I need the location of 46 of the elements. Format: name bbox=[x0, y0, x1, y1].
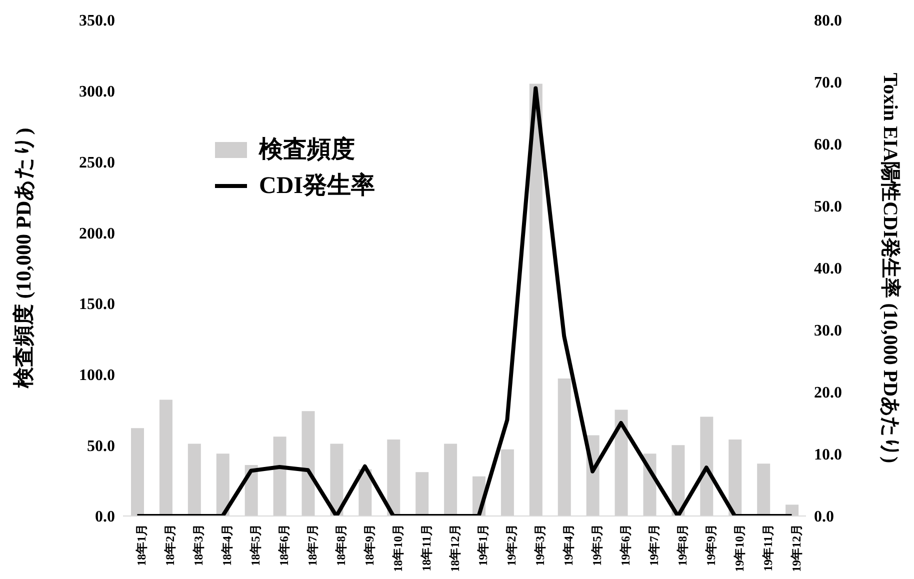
line-series bbox=[135, 86, 794, 516]
y2-tick-label: 10.0 bbox=[814, 446, 842, 464]
y2-tick-label: 40.0 bbox=[814, 260, 842, 278]
x-tick-label: 18年11月 bbox=[419, 524, 434, 572]
x-tick-label: 18年2月 bbox=[163, 524, 178, 566]
x-tick-label: 19年5月 bbox=[590, 524, 604, 566]
y2-tick-label: 60.0 bbox=[814, 136, 842, 154]
x-tick-label: 18年4月 bbox=[220, 524, 234, 566]
x-tick-label: 19年8月 bbox=[675, 524, 690, 566]
x-tick-label: 19年10月 bbox=[732, 524, 746, 572]
x-tick-label: 18年1月 bbox=[134, 524, 149, 566]
x-tick-label: 19年12月 bbox=[789, 524, 804, 572]
y-tick-label: 0.0 bbox=[95, 508, 115, 526]
y2-tick-label: 70.0 bbox=[814, 74, 842, 92]
y-tick-label: 250.0 bbox=[79, 154, 115, 172]
x-tick-label: 18年10月 bbox=[390, 524, 405, 572]
y2-tick-label: 30.0 bbox=[814, 322, 842, 340]
y2-tick-label: 50.0 bbox=[814, 198, 842, 216]
x-tick-label: 18年9月 bbox=[362, 524, 376, 566]
legend-label: 検査頻度 bbox=[259, 135, 355, 165]
y-tick-label: 100.0 bbox=[79, 366, 115, 384]
y-tick-label: 300.0 bbox=[79, 84, 115, 101]
x-tick-label: 19年2月 bbox=[504, 524, 519, 566]
y2-tick-label: 80.0 bbox=[814, 12, 842, 30]
x-tick-label: 18年6月 bbox=[277, 524, 292, 566]
x-tick-label: 18年7月 bbox=[306, 524, 320, 566]
x-tick-label: 19年7月 bbox=[647, 524, 661, 566]
x-tick-label: 18年5月 bbox=[248, 524, 263, 566]
x-tick-label: 18年8月 bbox=[334, 524, 348, 566]
x-tick-label: 19年3月 bbox=[533, 524, 548, 566]
y-axis-title: 検査頻度 (10,000 PDあたり) bbox=[11, 128, 36, 389]
x-tick-label: 19年1月 bbox=[476, 524, 490, 566]
y-tick-label: 50.0 bbox=[87, 438, 115, 455]
y-tick-label: 200.0 bbox=[79, 225, 115, 242]
y-tick-label: 150.0 bbox=[79, 296, 115, 314]
legend-label: CDI発生率 bbox=[259, 171, 376, 201]
y2-tick-label: 0.0 bbox=[814, 508, 834, 526]
x-tick-label: 19年11月 bbox=[760, 524, 775, 572]
y2-axis-title: Toxin EIA陽性CDI発生率 (10,000 PDあたり) bbox=[878, 72, 902, 464]
x-tick-label: 19年6月 bbox=[618, 524, 633, 566]
y-tick-label: 350.0 bbox=[79, 12, 115, 30]
y2-tick-label: 20.0 bbox=[814, 384, 842, 402]
x-tick-label: 18年3月 bbox=[192, 524, 206, 566]
x-tick-label: 19年9月 bbox=[704, 524, 718, 566]
x-tick-label: 19年4月 bbox=[562, 524, 576, 566]
x-tick-label: 18年12月 bbox=[448, 524, 462, 572]
